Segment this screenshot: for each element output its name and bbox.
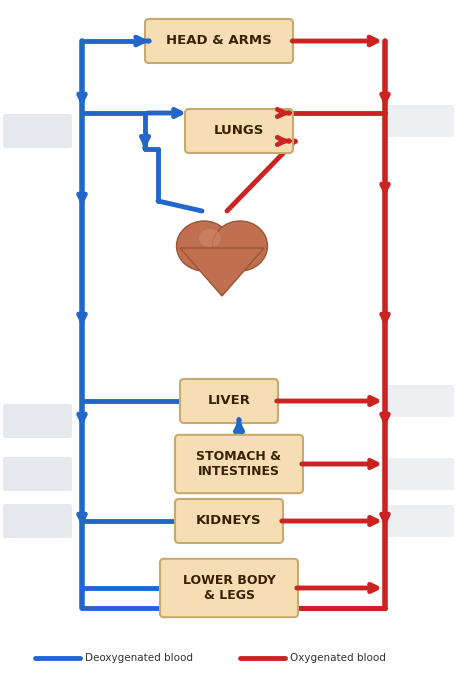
Text: Oxygenated blood: Oxygenated blood	[290, 653, 386, 663]
Text: HEAD & ARMS: HEAD & ARMS	[166, 34, 272, 47]
FancyBboxPatch shape	[385, 458, 454, 490]
FancyBboxPatch shape	[185, 109, 293, 153]
Text: KIDNEYS: KIDNEYS	[196, 514, 262, 528]
FancyBboxPatch shape	[160, 559, 298, 617]
FancyBboxPatch shape	[3, 504, 72, 538]
Text: STOMACH &
INTESTINES: STOMACH & INTESTINES	[196, 450, 282, 478]
FancyBboxPatch shape	[175, 435, 303, 493]
Text: LOWER BODY
& LEGS: LOWER BODY & LEGS	[183, 574, 275, 602]
FancyBboxPatch shape	[385, 505, 454, 537]
Ellipse shape	[176, 221, 231, 271]
FancyBboxPatch shape	[3, 457, 72, 491]
Text: Deoxygenated blood: Deoxygenated blood	[85, 653, 193, 663]
Text: LIVER: LIVER	[207, 394, 251, 407]
Ellipse shape	[199, 229, 221, 247]
FancyBboxPatch shape	[3, 114, 72, 148]
FancyBboxPatch shape	[385, 385, 454, 417]
FancyBboxPatch shape	[175, 499, 283, 543]
FancyBboxPatch shape	[145, 19, 293, 63]
Text: LUNGS: LUNGS	[214, 124, 264, 137]
Polygon shape	[180, 248, 264, 296]
Ellipse shape	[213, 221, 267, 271]
FancyBboxPatch shape	[180, 379, 278, 423]
FancyBboxPatch shape	[385, 105, 454, 137]
FancyBboxPatch shape	[3, 404, 72, 438]
